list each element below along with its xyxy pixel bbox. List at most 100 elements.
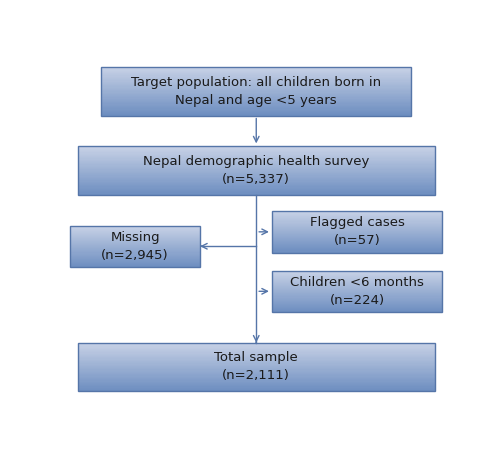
Bar (272, 236, 442, 237)
Bar (101, 78, 411, 79)
Bar (78, 377, 434, 378)
Bar (70, 234, 200, 235)
Bar (272, 289, 442, 290)
Bar (101, 110, 411, 111)
Bar (101, 88, 411, 89)
Bar (70, 235, 200, 236)
Bar (78, 381, 434, 383)
Bar (272, 286, 442, 287)
Bar (78, 190, 434, 191)
Bar (78, 367, 434, 368)
Bar (78, 361, 434, 362)
Bar (101, 72, 411, 73)
Bar (272, 225, 442, 226)
Bar (101, 114, 411, 116)
Bar (78, 378, 434, 379)
Bar (78, 191, 434, 192)
Bar (78, 352, 434, 354)
Bar (70, 237, 200, 238)
Bar (70, 260, 200, 261)
Bar (272, 241, 442, 242)
Bar (272, 279, 442, 280)
Bar (78, 160, 434, 161)
Bar (272, 221, 442, 222)
Bar (78, 356, 434, 357)
Bar (78, 189, 434, 190)
Bar (78, 343, 434, 344)
Bar (78, 188, 434, 189)
Bar (70, 252, 200, 254)
Bar (78, 344, 434, 345)
Bar (101, 67, 411, 68)
Bar (70, 226, 200, 227)
Bar (272, 290, 442, 291)
Bar (101, 73, 411, 74)
Bar (78, 184, 434, 185)
Bar (272, 227, 442, 228)
Bar (70, 244, 200, 245)
Bar (78, 170, 434, 172)
Bar (78, 146, 434, 195)
Bar (272, 303, 442, 304)
Bar (78, 185, 434, 186)
Bar (78, 388, 434, 389)
Bar (272, 294, 442, 295)
Bar (70, 254, 200, 255)
Bar (78, 186, 434, 188)
Bar (101, 90, 411, 91)
Bar (272, 273, 442, 274)
Bar (101, 99, 411, 100)
Text: Nepal demographic health survey
(n=5,337): Nepal demographic health survey (n=5,337… (143, 155, 370, 186)
Bar (272, 285, 442, 286)
Bar (70, 262, 200, 263)
Bar (78, 379, 434, 380)
Bar (272, 239, 442, 240)
Bar (101, 68, 411, 69)
Bar (78, 383, 434, 384)
Bar (272, 228, 442, 229)
Bar (101, 111, 411, 112)
Bar (78, 384, 434, 385)
Bar (272, 215, 442, 216)
Bar (272, 296, 442, 298)
Bar (101, 95, 411, 96)
Bar (272, 281, 442, 282)
Bar (78, 172, 434, 173)
Bar (272, 211, 442, 212)
Bar (272, 310, 442, 311)
Bar (272, 251, 442, 253)
Text: Flagged cases
(n=57): Flagged cases (n=57) (310, 216, 404, 247)
Bar (70, 258, 200, 259)
Bar (272, 238, 442, 239)
Bar (272, 276, 442, 277)
Bar (272, 220, 442, 221)
Bar (101, 96, 411, 97)
Bar (70, 231, 200, 232)
Bar (101, 112, 411, 113)
Bar (272, 224, 442, 225)
Bar (101, 93, 411, 94)
Bar (272, 283, 442, 284)
Bar (70, 265, 200, 266)
Bar (272, 275, 442, 276)
Bar (70, 251, 200, 252)
Text: Missing
(n=2,945): Missing (n=2,945) (102, 231, 169, 262)
Bar (272, 306, 442, 307)
Bar (272, 222, 442, 224)
Bar (272, 248, 442, 249)
Bar (78, 362, 434, 363)
Bar (70, 259, 200, 260)
Bar (78, 385, 434, 387)
Bar (272, 249, 442, 250)
Bar (78, 354, 434, 355)
Bar (78, 366, 434, 367)
Bar (78, 351, 434, 352)
Bar (101, 69, 411, 71)
Bar (78, 350, 434, 351)
Bar (272, 299, 442, 300)
Bar (101, 87, 411, 88)
Bar (78, 179, 434, 180)
Bar (272, 292, 442, 293)
Bar (78, 169, 434, 170)
Bar (70, 264, 200, 265)
